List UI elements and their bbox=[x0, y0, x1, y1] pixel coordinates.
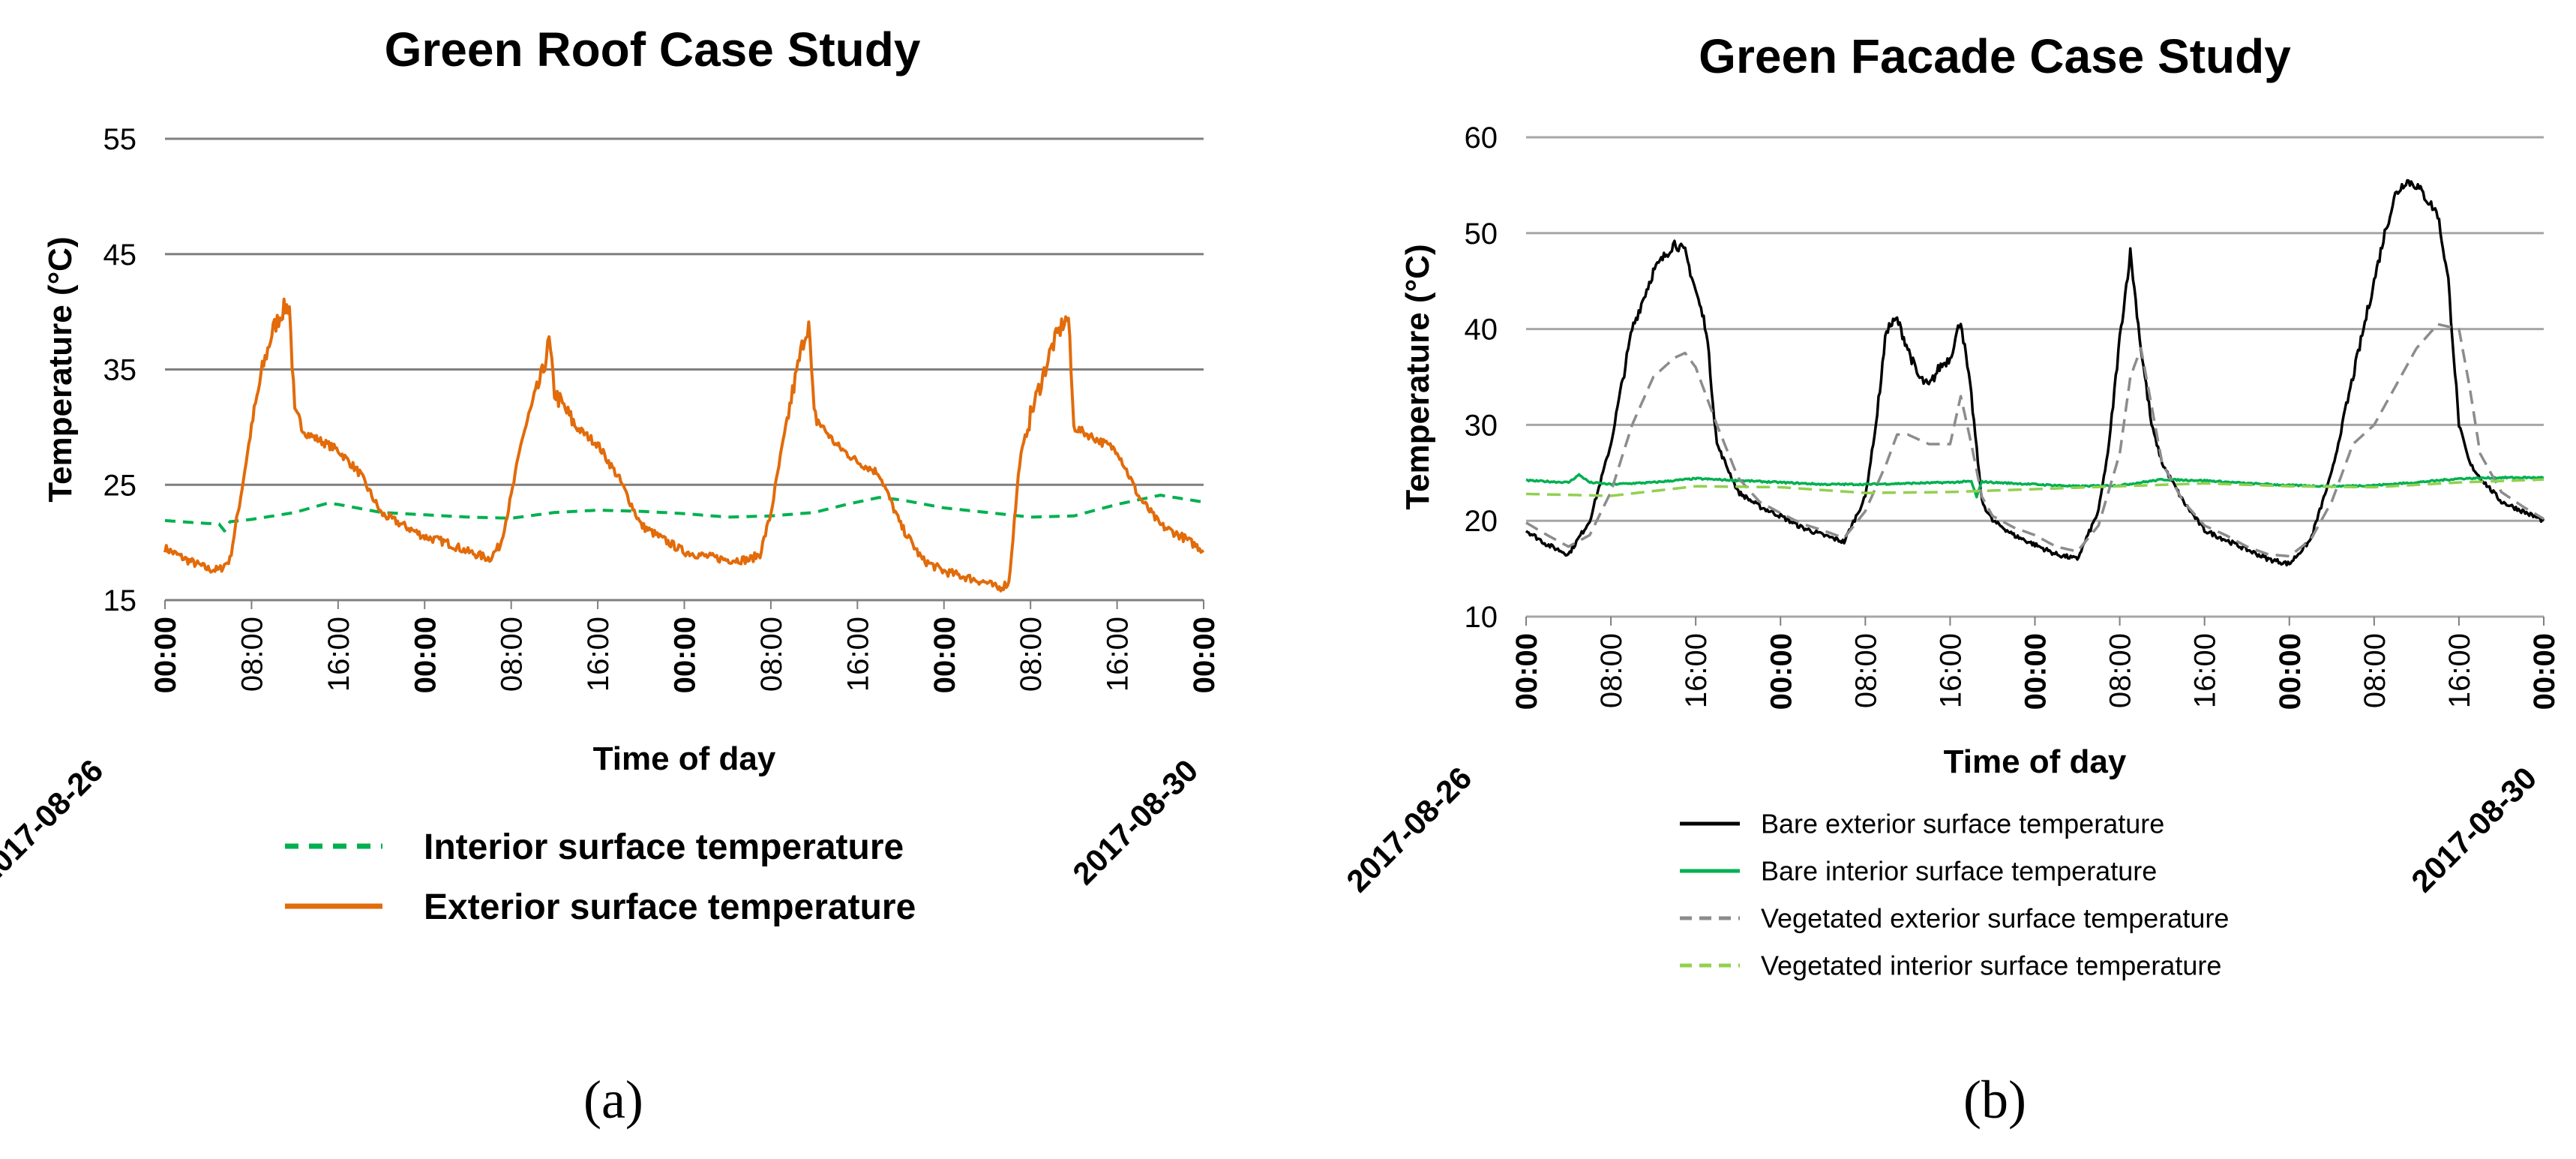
x-tick-label: 08:00 bbox=[2359, 633, 2392, 708]
legend-label: Vegetated interior surface temperature bbox=[1761, 950, 2221, 981]
x-tick-label: 16:00 bbox=[841, 617, 874, 692]
panel-label-b: (b) bbox=[1963, 1070, 2026, 1130]
legend-label: Interior surface temperature bbox=[424, 827, 904, 867]
y-axis-label: Temperature (°C) bbox=[1399, 244, 1436, 509]
y-tick-label: 30 bbox=[1465, 409, 1498, 442]
date-end-label: 2017-08-30 bbox=[2404, 760, 2543, 899]
date-start-label: 2017-08-26 bbox=[1339, 760, 1478, 899]
x-tick-label: 08:00 bbox=[2104, 633, 2137, 708]
x-axis-label: Time of day bbox=[593, 740, 776, 777]
y-tick-label: 15 bbox=[103, 584, 137, 617]
x-tick-label: 00:00 bbox=[669, 617, 702, 693]
x-tick-label: 08:00 bbox=[1849, 633, 1882, 708]
y-tick-label: 40 bbox=[1465, 314, 1498, 347]
y-tick-label: 35 bbox=[103, 354, 137, 387]
x-tick-label: 08:00 bbox=[496, 617, 529, 692]
series-line-exterior-surface-temperature bbox=[163, 297, 1204, 593]
x-tick-label: 16:00 bbox=[1102, 617, 1135, 692]
x-tick-label: 00:00 bbox=[1510, 633, 1543, 710]
x-tick-label: 00:00 bbox=[2020, 633, 2053, 710]
date-start-label: 2017-08-26 bbox=[0, 752, 109, 891]
series-line-vegetated-interior-surface-temperature bbox=[1525, 478, 2545, 497]
series-line-bare-exterior-surface-temperature bbox=[1525, 179, 2545, 567]
date-end-label: 2017-08-30 bbox=[1066, 752, 1204, 891]
y-tick-label: 20 bbox=[1465, 505, 1498, 538]
series-line-interior-surface-temperature bbox=[164, 494, 1204, 533]
y-tick-label: 55 bbox=[103, 123, 137, 156]
x-tick-label: 00:00 bbox=[1765, 633, 1798, 710]
x-tick-label: 00:00 bbox=[2274, 633, 2307, 710]
x-tick-label: 16:00 bbox=[2443, 633, 2476, 708]
x-tick-label: 16:00 bbox=[2189, 633, 2222, 708]
x-tick-label: 00:00 bbox=[149, 617, 182, 693]
y-tick-label: 45 bbox=[103, 239, 137, 272]
legend: Interior surface temperature Exterior sur… bbox=[285, 827, 916, 927]
legend-label: Vegetated exterior surface temperature bbox=[1761, 903, 2229, 934]
legend-label: Exterior surface temperature bbox=[424, 887, 916, 927]
x-tick-label: 08:00 bbox=[1595, 633, 1628, 708]
legend: Bare exterior surface temperature Bare in… bbox=[1680, 809, 2229, 981]
x-tick-label: 00:00 bbox=[409, 617, 442, 693]
chart-green-facade: Green Facade Case Study 10 20 30 40 50 60 00:00… bbox=[1339, 29, 2561, 981]
x-tick-label: 00:00 bbox=[1188, 617, 1221, 693]
x-tick-label: 08:00 bbox=[235, 617, 268, 692]
legend-label: Bare exterior surface temperature bbox=[1761, 809, 2164, 839]
series-line-bare-interior-surface-temperature bbox=[1525, 473, 2545, 499]
x-tick-label: 16:00 bbox=[582, 617, 615, 692]
y-axis-label: Temperature (°C) bbox=[42, 236, 79, 502]
chart-title: Green Roof Case Study bbox=[385, 23, 921, 77]
x-tick-label: 08:00 bbox=[1015, 617, 1048, 692]
y-tick-label: 50 bbox=[1465, 218, 1498, 251]
panel-label-a: (a) bbox=[583, 1070, 643, 1130]
chart-green-roof: Green Roof Case Study 15 25 35 45 55 00:00 08:0… bbox=[0, 23, 1221, 927]
x-tick-label: 00:00 bbox=[2528, 633, 2561, 710]
x-axis-label: Time of day bbox=[1944, 743, 2127, 780]
x-tick-label: 16:00 bbox=[1680, 633, 1713, 708]
y-tick-label: 60 bbox=[1465, 122, 1498, 155]
x-tick-label: 16:00 bbox=[1934, 633, 1967, 708]
y-tick-label: 10 bbox=[1465, 601, 1498, 634]
x-tick-label: 16:00 bbox=[322, 617, 355, 692]
series-line-vegetated-exterior-surface-temperature bbox=[1525, 323, 2545, 558]
legend-label: Bare interior surface temperature bbox=[1761, 856, 2157, 887]
chart-title: Green Facade Case Study bbox=[1699, 29, 2291, 83]
x-tick-label: 00:00 bbox=[928, 617, 961, 693]
x-tick-label: 08:00 bbox=[755, 617, 788, 692]
y-tick-label: 25 bbox=[103, 469, 137, 502]
